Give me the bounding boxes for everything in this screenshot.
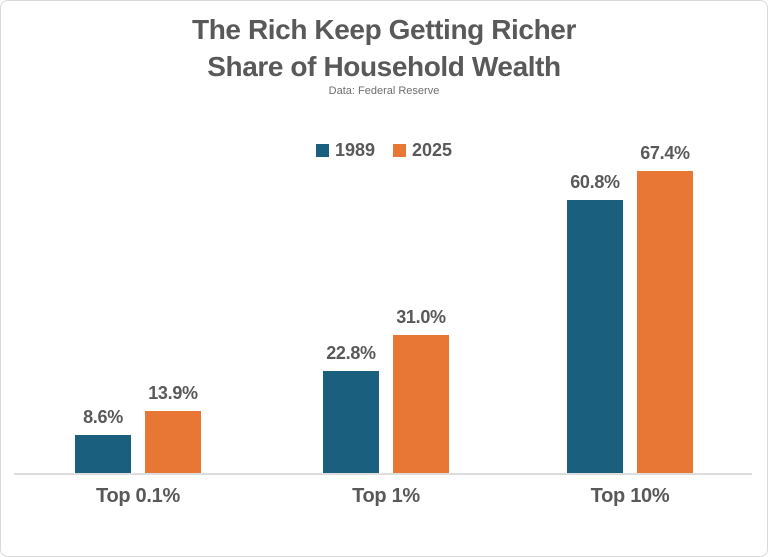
- bar-value-label: 8.6%: [83, 407, 123, 428]
- bar-1989: [323, 371, 379, 474]
- bar-group: 60.8% 67.4%: [567, 143, 693, 474]
- legend-marker-1989: [315, 144, 329, 157]
- legend-label-2025: 2025: [412, 140, 453, 160]
- bar-1989: [75, 435, 131, 474]
- bar-2025: [637, 170, 693, 474]
- legend-item-2025: 2025: [393, 140, 452, 161]
- legend-marker-2025: [393, 144, 406, 157]
- bar-column-2025: 31.0%: [393, 306, 449, 474]
- bar-group: 22.8% 31.0%: [323, 306, 449, 474]
- plot-area: 8.6% 13.9% 22.8% 31.0% 60.8% 67.4%: [1, 141, 767, 474]
- chart-source: Data: Federal Reserve: [328, 85, 440, 97]
- category-label: Top 10%: [590, 485, 670, 507]
- category-label: Top 1%: [352, 485, 420, 507]
- chart-title-line-2: Share of Household Wealth: [207, 51, 561, 82]
- bar-column-1989: 60.8%: [567, 172, 623, 474]
- category-label: Top 0.1%: [96, 485, 180, 507]
- bar-value-label: 13.9%: [148, 383, 198, 404]
- bar-group: 8.6% 13.9%: [75, 383, 201, 474]
- chart-title: The Rich Keep Getting Richer Share of Ho…: [1, 11, 767, 85]
- category-axis: Top 0.1% Top 1% Top 10%: [1, 485, 767, 515]
- bar-value-label: 22.8%: [326, 343, 376, 364]
- bar-column-2025: 67.4%: [637, 143, 693, 474]
- x-axis-line: [14, 473, 752, 475]
- legend-label-1989: 1989: [334, 140, 375, 160]
- bar-value-label: 31.0%: [396, 306, 446, 327]
- bar-value-label: 67.4%: [640, 142, 690, 163]
- bar-column-1989: 22.8%: [323, 343, 379, 474]
- bar-column-1989: 8.6%: [75, 407, 131, 474]
- legend: 1989 2025: [1, 140, 767, 161]
- chart-title-line-1: The Rich Keep Getting Richer: [192, 14, 576, 45]
- bar-2025: [393, 334, 449, 474]
- bar-2025: [145, 411, 201, 474]
- bar-value-label: 60.8%: [570, 172, 620, 193]
- legend-item-1989: 1989: [315, 140, 375, 161]
- bar-1989: [567, 200, 623, 474]
- bar-column-2025: 13.9%: [145, 383, 201, 474]
